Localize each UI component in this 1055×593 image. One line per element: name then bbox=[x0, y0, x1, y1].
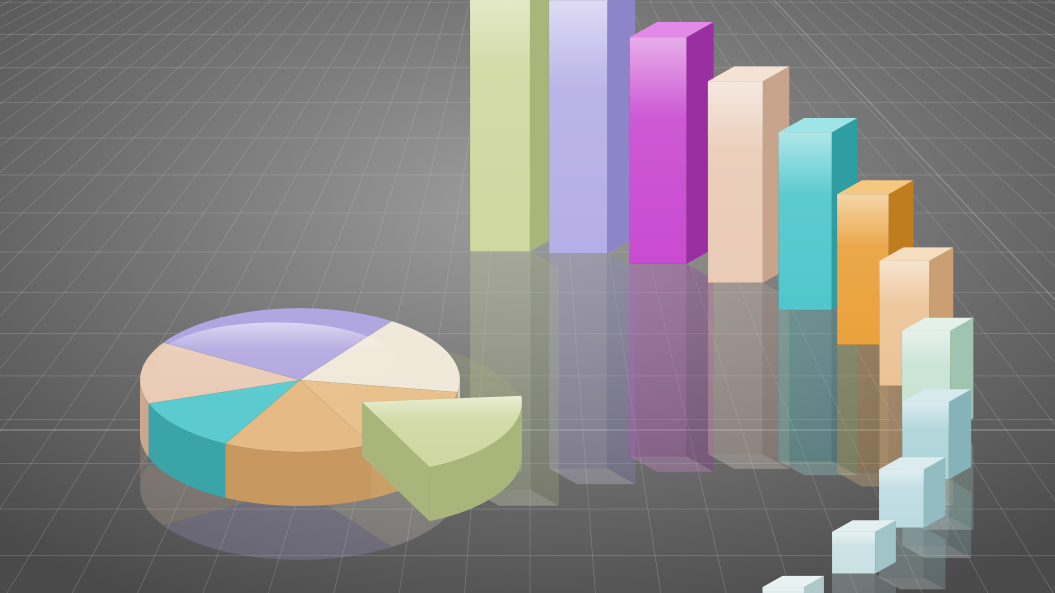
bar-3 bbox=[708, 66, 789, 282]
bar-1 bbox=[549, 254, 635, 485]
bar-2 bbox=[630, 22, 714, 264]
bar-2 bbox=[630, 264, 714, 472]
bar-1 bbox=[549, 0, 635, 254]
bar-0 bbox=[470, 0, 559, 252]
stage-svg bbox=[0, 0, 1055, 593]
bar-10 bbox=[832, 520, 896, 573]
bar-9 bbox=[879, 457, 945, 527]
scene-3d-charts bbox=[0, 0, 1055, 593]
bar-3 bbox=[708, 283, 789, 469]
